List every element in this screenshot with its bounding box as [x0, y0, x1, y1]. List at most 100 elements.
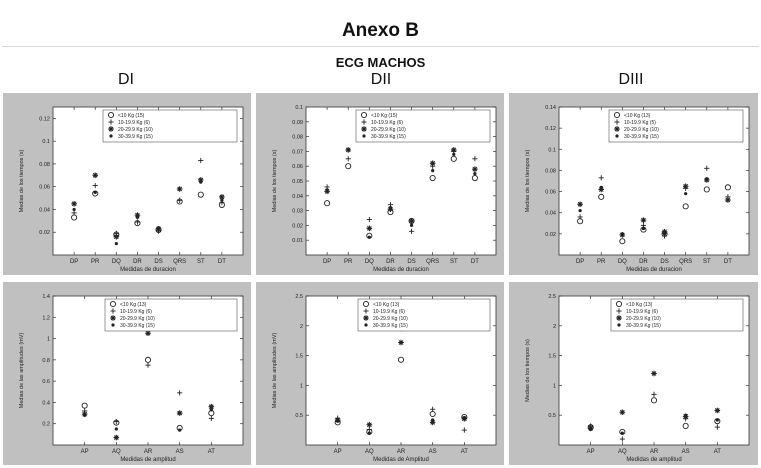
- legend-marker-circle: [613, 111, 621, 119]
- chart-legend: <10 Kg (15)10-19.9 Kg (6)20-29.9 Kg (10)…: [355, 109, 491, 143]
- chart-panel-dii-duration: 0.01 0.02 0.03 0.04 0.05 0.06 0.07 0.08 0.09 0.1 D…: [256, 93, 504, 275]
- data-point-star: [398, 339, 404, 346]
- data-point-star: [408, 218, 415, 224]
- data-point-plus: [619, 436, 625, 442]
- legend-entry-label: <10 Kg (13): [624, 113, 651, 119]
- x-tick-label: ST: [450, 259, 458, 265]
- data-point-dot: [114, 427, 118, 431]
- legend-entry-label: 10-19.9 Kg (6): [118, 120, 150, 126]
- data-point-plus: [472, 156, 478, 162]
- legend-entry-label: 30-39.9 Kg (15): [371, 134, 406, 140]
- data-point-circle: [682, 203, 689, 210]
- data-point-circle: [598, 193, 605, 200]
- chart-legend: <10 Kg (13)10-19.9 Kg (6)20-29.9 Kg (10)…: [610, 298, 744, 332]
- y-axis-label: Medias de los tiempos (s): [525, 339, 531, 402]
- x-tick-label: DQ: [365, 259, 374, 265]
- data-point-dot: [209, 408, 213, 412]
- x-tick-label: QRS: [426, 259, 439, 265]
- chart-di-amplitude: 0.2 0.4 0.6 0.8 1 1.2 1.4 AP AQ AR AS AT Medidas de …: [19, 294, 244, 463]
- y-axis-label: Medias de los tiempos (s): [272, 150, 278, 213]
- data-point-star: [219, 194, 225, 200]
- legend-entry-label: 10-19.9 Kg (6): [626, 309, 658, 315]
- x-tick-label: AQ: [365, 449, 374, 455]
- x-tick-label: AS: [682, 449, 690, 455]
- chart-di-duration: 0.02 0.04 0.06 0.08 0.1 0.12 DP PR DQ DR DS QRS ST DT…: [19, 106, 244, 273]
- data-point-dot: [620, 431, 624, 435]
- data-point-dot: [705, 177, 709, 181]
- y-tick-label: 0.02: [545, 232, 556, 238]
- data-point-plus: [366, 426, 372, 433]
- y-tick-label: 0.1: [548, 147, 556, 153]
- chart-panel-dii-amplitude: 0.5 1 1.5 2 2.5 AP AQ AR AS AT Medidas de Amplitud…: [256, 282, 504, 465]
- y-axis-label: Medias de los tiempos (s): [525, 150, 531, 213]
- data-point-plus: [598, 175, 604, 181]
- legend-marker-plus: [108, 119, 114, 125]
- data-point-circle: [703, 186, 710, 193]
- data-point-circle: [81, 402, 88, 409]
- legend-marker-star: [108, 126, 114, 132]
- legend-entry-label: 20-29.9 Kg (10): [624, 127, 659, 133]
- y-tick-label: 1.4: [42, 294, 50, 300]
- legend-entry-label: <10 Kg (13): [373, 302, 400, 308]
- x-tick-label: AT: [461, 449, 469, 455]
- data-point-plus: [366, 216, 372, 223]
- y-tick-label: 1: [553, 383, 556, 389]
- data-point-dot: [114, 242, 118, 246]
- y-tick-label: 2.5: [295, 294, 303, 300]
- data-point-dot: [620, 232, 624, 236]
- data-point-dot: [452, 152, 456, 156]
- y-tick-label: 0.04: [545, 211, 556, 217]
- x-tick-label: ST: [197, 259, 205, 265]
- x-tick-label: AT: [208, 449, 216, 455]
- x-tick-label: DR: [639, 259, 648, 265]
- data-point-circle: [724, 184, 731, 191]
- y-tick-label: 0.06: [39, 185, 50, 191]
- chart-panel-di-duration: 0.02 0.04 0.06 0.08 0.1 0.12 DP PR DQ DR DS QRS ST DT…: [3, 93, 251, 275]
- data-point-circle: [345, 163, 352, 170]
- data-point-star: [450, 147, 457, 153]
- data-point-star: [366, 225, 373, 232]
- x-tick-label: PR: [597, 259, 606, 265]
- legend-marker-circle: [109, 300, 117, 308]
- x-tick-label: AP: [334, 449, 342, 455]
- y-tick-label: 1: [47, 337, 50, 343]
- column-label-diii: DIII: [618, 71, 644, 88]
- y-tick-label: 0.06: [292, 164, 303, 170]
- data-point-dot: [409, 223, 414, 227]
- data-point-star: [714, 407, 721, 414]
- legend-entry-label: <10 Kg (15): [118, 113, 145, 119]
- data-point-plus: [145, 362, 151, 368]
- title-divider: [2, 46, 759, 47]
- legend-marker-circle: [360, 111, 368, 119]
- x-axis-label: Medidas de duracion: [120, 267, 176, 273]
- y-tick-label: 0.6: [42, 379, 50, 385]
- data-point-plus: [408, 228, 415, 234]
- legend-marker-dot: [109, 134, 113, 138]
- chart-legend: <10 Kg (13)10-19.9 Kg (6)20-29.9 Kg (10)…: [104, 298, 238, 332]
- data-point-star: [176, 410, 183, 416]
- y-tick-label: 1.5: [548, 354, 556, 360]
- chart-panel-diii-amplitude: 0.5 1 1.5 2 2.5 AP AQ AR AS AT Medidas de amplitud…: [509, 282, 758, 465]
- data-point-circle: [471, 174, 478, 182]
- data-point-plus: [345, 156, 351, 162]
- legend-marker-plus: [616, 308, 622, 314]
- data-point-star: [92, 172, 99, 179]
- x-tick-label: AP: [587, 449, 595, 455]
- x-tick-label: AQ: [618, 449, 627, 455]
- data-point-plus: [177, 390, 183, 396]
- chart-diii-amplitude: 0.5 1 1.5 2 2.5 AP AQ AR AS AT Medidas de amplitud…: [525, 294, 750, 463]
- x-axis-label: Medidas de duracion: [373, 267, 429, 273]
- x-tick-label: PR: [344, 259, 353, 265]
- column-label-dii: DII: [370, 71, 392, 88]
- data-point-star: [113, 233, 120, 240]
- x-tick-label: DT: [471, 259, 479, 265]
- legend-marker-dot: [615, 134, 619, 138]
- y-tick-label: 2.5: [548, 294, 556, 300]
- data-point-dot: [83, 413, 87, 417]
- data-point-dot: [431, 418, 435, 422]
- x-tick-label: DT: [218, 259, 226, 265]
- data-point-dot: [135, 215, 140, 220]
- legend-entry-label: 20-29.9 Kg (10): [626, 316, 661, 322]
- legend-marker-plus: [614, 119, 620, 125]
- y-tick-label: 0.04: [39, 207, 50, 213]
